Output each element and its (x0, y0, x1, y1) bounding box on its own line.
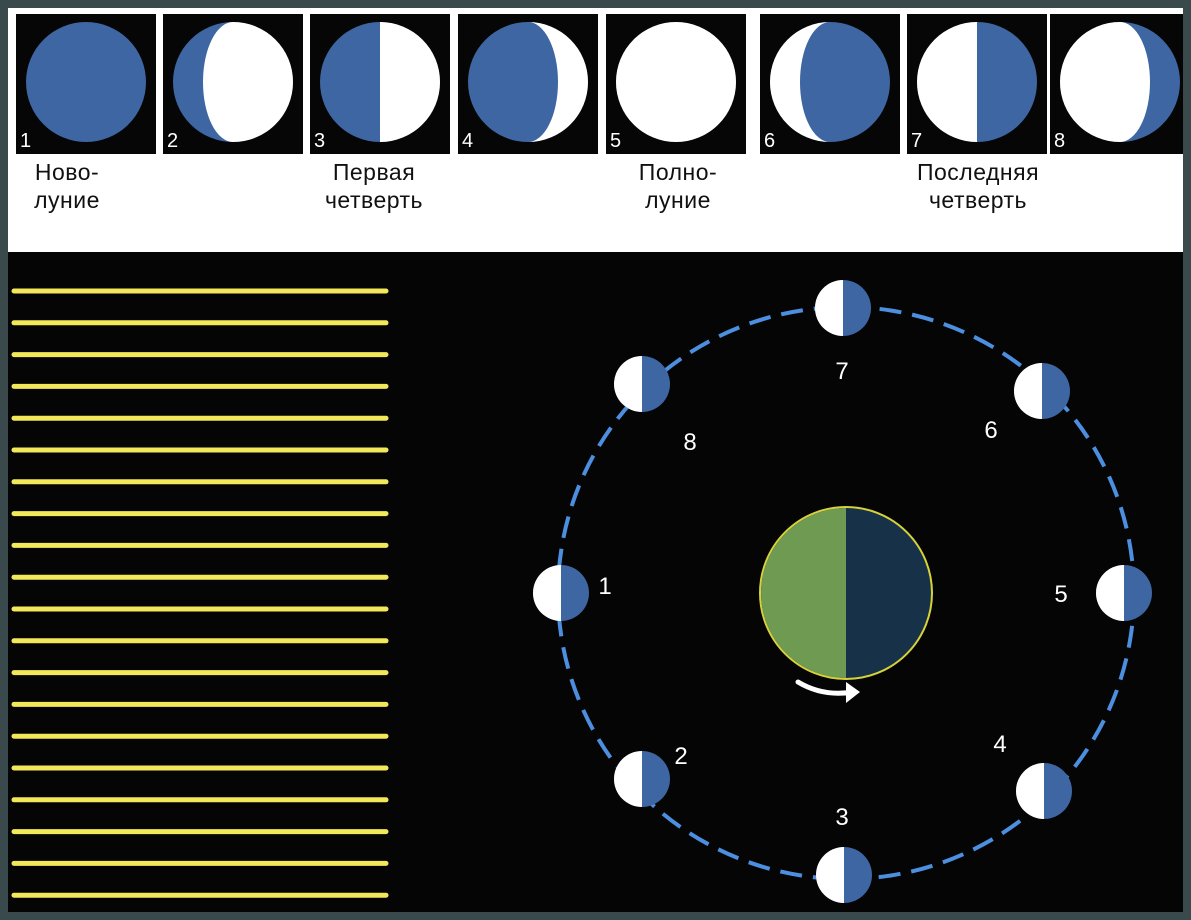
moon-lit-half (614, 356, 642, 412)
phase-tile-2: 2 (163, 14, 303, 154)
orbit-label-7: 7 (835, 358, 849, 385)
moon-lit-area (770, 22, 830, 142)
phase-number: 2 (167, 130, 179, 152)
caption-line: Ново- (34, 159, 100, 185)
orbit-moon-8-icon (614, 356, 670, 412)
moon-lit-area (203, 22, 293, 142)
orbit-moon-2-icon (614, 751, 670, 807)
caption-line: четверть (928, 187, 1028, 213)
phase-number: 1 (20, 130, 32, 152)
moon-lit-area (917, 22, 977, 142)
orbit-label-4: 4 (993, 731, 1007, 758)
moon-lit-area (528, 22, 588, 142)
moon-phase-strip: 1 2 3 4 5 6 7 8 (8, 8, 1183, 156)
moon-lit-half (533, 565, 561, 621)
orbit-label-5: 5 (1054, 581, 1068, 608)
moon-phase-8-icon (1060, 22, 1180, 142)
orbit-label-2: 2 (674, 743, 688, 770)
orbit-diagram (11, 280, 1152, 903)
moon-lit-area (1060, 22, 1150, 142)
phase-tile-1: 1 (16, 14, 156, 154)
moon-phase-7-icon (917, 22, 1037, 142)
rotation-arrow-icon (795, 679, 856, 696)
moon-phase-4-icon (468, 22, 588, 142)
moon-lit-area (380, 22, 440, 142)
moon-phase-3-icon (320, 22, 440, 142)
caption-first-quarter: Первая четверть (304, 158, 444, 214)
moon-lit-half (815, 280, 843, 336)
orbit-moon-4-icon (1016, 763, 1072, 819)
moon-lit-half (1096, 565, 1124, 621)
moon-lit-half (614, 751, 642, 807)
orbit-panel: 1 2 3 4 5 6 7 8 (8, 252, 1183, 912)
moon-phase-5-icon (616, 22, 736, 142)
phase-tile-4: 4 (458, 14, 598, 154)
phase-number: 4 (462, 130, 474, 152)
caption-line: Последняя (916, 159, 1040, 185)
caption-line: четверть (324, 187, 424, 213)
moon-lit-half (816, 847, 844, 903)
orbit-moon-1-icon (533, 565, 589, 621)
phase-tile-3: 3 (310, 14, 450, 154)
caption-line: Полно- (638, 159, 718, 185)
caption-last-quarter: Последняя четверть (888, 158, 1068, 214)
phase-number: 7 (911, 130, 923, 152)
earth-day-side (761, 508, 846, 678)
moon-phase-6-icon (770, 22, 890, 142)
caption-line: луние (645, 187, 711, 213)
moon-disc (26, 22, 146, 142)
phase-number: 6 (764, 130, 776, 152)
orbit-moon-6-icon (1014, 363, 1070, 419)
orbit-label-8: 8 (683, 429, 697, 456)
orbit-moon-3-icon (816, 847, 872, 903)
moon-phase-2-icon (173, 22, 293, 142)
diagram-frame: 1 2 3 4 5 6 7 8 Ново- (8, 8, 1183, 912)
phase-tile-6: 6 (760, 14, 900, 154)
orbit-label-1: 1 (598, 573, 612, 600)
moon-phase-1-icon (26, 22, 146, 142)
rotation-arrowhead-icon (846, 682, 860, 703)
orbit-moon-5-icon (1096, 565, 1152, 621)
caption-new-moon: Ново- луние (22, 158, 112, 214)
phase-tile-7: 7 (907, 14, 1047, 154)
caption-line: Первая (332, 159, 416, 185)
phase-tile-5: 5 (606, 14, 746, 154)
phase-number: 5 (610, 130, 622, 152)
orbit-label-6: 6 (984, 417, 998, 444)
caption-line: луние (34, 187, 100, 213)
orbit-moon-7-icon (815, 280, 871, 336)
phase-tile-8: 8 (1050, 14, 1183, 154)
phase-number: 8 (1054, 130, 1066, 152)
orbit-label-3: 3 (835, 804, 849, 831)
caption-full-moon: Полно- луние (618, 158, 738, 214)
phase-number: 3 (314, 130, 326, 152)
moon-lit-half (1014, 363, 1042, 419)
moon-lit-half (1016, 763, 1044, 819)
moon-lit-area (616, 22, 736, 142)
